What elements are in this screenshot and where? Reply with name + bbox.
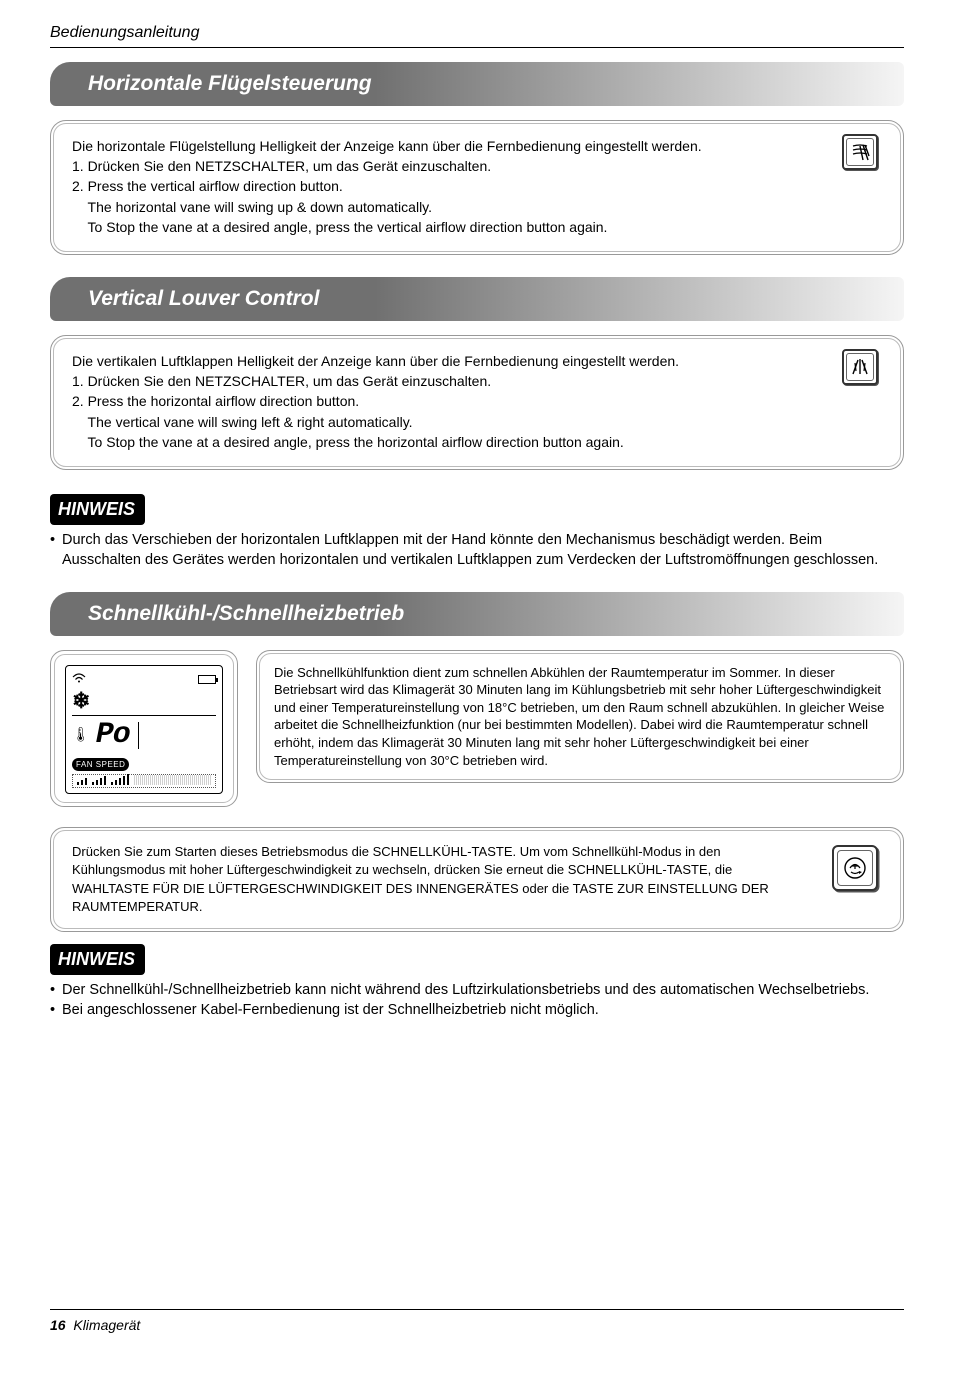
info-text-vertical: Die vertikalen Luftklappen Helligkeit de…	[72, 351, 882, 452]
sec2-line: 1. Drücken Sie den NETZSCHALTER, um das …	[72, 371, 882, 391]
footer-product: Klimagerät	[73, 1317, 140, 1333]
section-title-schnell: Schnellkühl-/Schnellheizbetrieb	[50, 592, 904, 635]
remote-display-panel: ❄ 🌡 Po FAN SPEED	[50, 650, 238, 807]
fan-speed-label: FAN SPEED	[72, 758, 129, 771]
header-rule	[50, 47, 904, 48]
page-footer: 16 Klimagerät	[50, 1309, 904, 1336]
sec1-line: 2. Press the vertical airflow direction …	[72, 176, 882, 196]
running-header: Bedienungsanleitung	[50, 22, 904, 44]
info-box-vertical: Die vertikalen Luftklappen Helligkeit de…	[50, 335, 904, 470]
info-box-horizontal: Die horizontale Flügelstellung Helligkei…	[50, 120, 904, 255]
hinweis2-body-1: Der Schnellkühl-/Schnellheizbetrieb kann…	[62, 981, 869, 1001]
page-number: 16	[50, 1317, 66, 1333]
sec1-line: 1. Drücken Sie den NETZSCHALTER, um das …	[72, 156, 882, 176]
schnell-desc-text: Die Schnellkühlfunktion dient zum schnel…	[259, 653, 901, 780]
schnell-desc-box: Die Schnellkühlfunktion dient zum schnel…	[256, 650, 904, 783]
sec2-line: Die vertikalen Luftklappen Helligkeit de…	[72, 351, 882, 371]
sec2-line: The vertical vane will swing left & righ…	[72, 412, 882, 432]
hinweis1-body: Durch das Verschieben der horizontalen L…	[62, 531, 904, 570]
hinweis-badge-2: HINWEIS	[50, 944, 145, 975]
section-title-vertical: Vertical Louver Control	[50, 277, 904, 320]
horizontal-airflow-icon	[842, 349, 878, 385]
temp-value: Po	[96, 722, 139, 749]
sec2-line: 2. Press the horizontal airflow directio…	[72, 391, 882, 411]
info-text-horizontal: Die horizontale Flügelstellung Helligkei…	[72, 136, 882, 237]
section-title-horizontal: Horizontale Flügelsteuerung	[50, 62, 904, 105]
hinweis-text-2: • Der Schnellkühl-/Schnellheizbetrieb ka…	[50, 981, 904, 1020]
action-box: Drücken Sie zum Starten dieses Betriebsm…	[50, 827, 904, 932]
bullet-icon: •	[50, 531, 62, 570]
bullet-icon: •	[50, 981, 62, 1001]
fan-speed-bars	[72, 774, 216, 788]
mode-icon: ❄	[72, 690, 216, 712]
remote-lcd: ❄ 🌡 Po FAN SPEED	[65, 665, 223, 794]
sec1-line: To Stop the vane at a desired angle, pre…	[72, 217, 882, 237]
signal-icon	[72, 671, 86, 688]
vertical-airflow-icon	[842, 134, 878, 170]
jet-cool-icon	[832, 845, 878, 891]
sec1-line: The horizontal vane will swing up & down…	[72, 197, 882, 217]
thermometer-icon: 🌡	[72, 725, 90, 745]
sec1-line: Die horizontale Flügelstellung Helligkei…	[72, 136, 882, 156]
action-text: Drücken Sie zum Starten dieses Betriebsm…	[72, 843, 882, 916]
hinweis-badge-1: HINWEIS	[50, 494, 145, 525]
battery-icon	[198, 675, 216, 684]
bullet-icon: •	[50, 1001, 62, 1021]
hinweis-text-1: • Durch das Verschieben der horizontalen…	[50, 531, 904, 570]
sec2-line: To Stop the vane at a desired angle, pre…	[72, 432, 882, 452]
hinweis2-body-2: Bei angeschlossener Kabel-Fernbedienung …	[62, 1001, 599, 1021]
